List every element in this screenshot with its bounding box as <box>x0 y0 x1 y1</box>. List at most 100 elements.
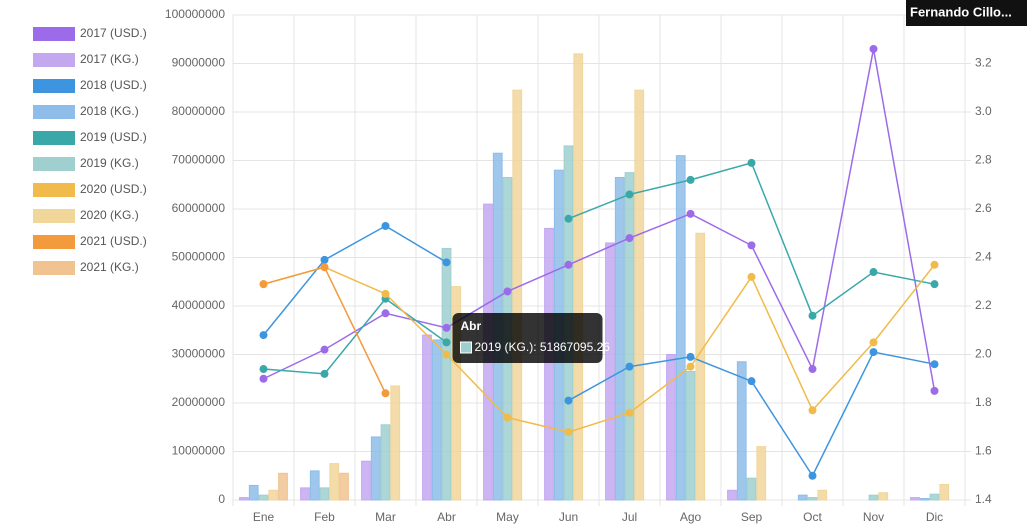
x-tick-label: Abr <box>437 510 456 524</box>
bar <box>431 339 442 501</box>
point <box>320 255 329 264</box>
bar <box>624 172 635 501</box>
y-tick-label: 50000000 <box>172 250 226 264</box>
point <box>442 350 451 359</box>
y-tick-label: 30000000 <box>172 347 226 361</box>
bar <box>422 334 432 501</box>
point <box>686 209 695 218</box>
tooltip-title: Abr <box>461 319 482 333</box>
x-tick-label: Feb <box>314 510 335 524</box>
point <box>930 280 939 289</box>
point <box>381 289 390 298</box>
legend-label: 2021 (KG.) <box>80 260 139 274</box>
bar <box>441 247 452 501</box>
point <box>625 408 634 417</box>
bar <box>361 460 371 501</box>
bar <box>666 354 676 501</box>
x-tick-label: Jun <box>559 510 578 524</box>
bar <box>268 489 279 501</box>
y-tick-label: 70000000 <box>172 153 226 167</box>
bar <box>329 463 340 501</box>
x-tick-label: Ago <box>680 510 702 524</box>
tooltip-label: 2019 (KG.): 51867095.26 <box>475 340 611 354</box>
bar <box>878 492 889 501</box>
legend-swatch <box>33 131 75 145</box>
x-tick-label: Nov <box>863 510 884 524</box>
point <box>686 175 695 184</box>
y2-tick-label: 1.8 <box>975 395 992 409</box>
point <box>381 221 390 230</box>
y2-tick-label: 2.0 <box>975 347 992 361</box>
y2-tick-label: 2.4 <box>975 250 992 264</box>
y2-tick-label: 1.4 <box>975 492 992 506</box>
bar <box>319 487 330 501</box>
y-tick-label: 40000000 <box>172 298 226 312</box>
bar <box>380 424 391 501</box>
bar <box>370 436 381 501</box>
legend-label: 2018 (KG.) <box>80 104 139 118</box>
tooltip-box <box>452 313 603 363</box>
y-tick-label: 10000000 <box>172 444 226 458</box>
point <box>381 389 390 398</box>
x-tick-label: Sep <box>741 510 763 524</box>
point <box>625 362 634 371</box>
bar <box>797 494 808 501</box>
point <box>625 190 634 199</box>
bar <box>300 487 310 501</box>
bar <box>746 477 757 501</box>
point <box>442 338 451 347</box>
point <box>930 360 939 369</box>
point <box>747 377 756 386</box>
legend-swatch <box>33 53 75 67</box>
point <box>442 323 451 332</box>
bar <box>339 472 349 501</box>
y-tick-label: 80000000 <box>172 104 226 118</box>
legend-label: 2020 (KG.) <box>80 208 139 222</box>
point <box>869 44 878 53</box>
legend-swatch <box>33 79 75 93</box>
y2-tick-label: 3.2 <box>975 56 992 70</box>
bar <box>919 498 930 501</box>
point <box>808 406 817 415</box>
bar <box>685 370 696 501</box>
legend-swatch <box>33 27 75 41</box>
point <box>442 258 451 267</box>
point <box>930 386 939 395</box>
tooltip-swatch <box>460 341 472 354</box>
point <box>564 428 573 437</box>
y2-tick-label: 2.6 <box>975 201 992 215</box>
bar <box>309 470 320 501</box>
bar <box>258 494 269 501</box>
point <box>869 348 878 357</box>
bar <box>736 361 747 501</box>
y-tick-label: 100000000 <box>165 7 225 21</box>
bar <box>868 494 879 501</box>
point <box>808 311 817 320</box>
y2-tick-label: 3.0 <box>975 104 992 118</box>
bar <box>544 227 554 501</box>
bar <box>929 493 940 501</box>
bar <box>248 484 259 501</box>
legend-swatch <box>33 261 75 275</box>
bar <box>512 89 523 501</box>
point <box>259 331 268 340</box>
bar <box>573 53 584 501</box>
point <box>930 260 939 269</box>
point <box>320 345 329 354</box>
line <box>263 264 936 433</box>
legend-swatch <box>33 105 75 119</box>
bar <box>817 489 828 501</box>
point <box>320 369 329 378</box>
point <box>808 365 817 374</box>
point <box>686 352 695 361</box>
user-tag <box>906 0 1027 26</box>
x-tick-label: Dic <box>926 510 943 524</box>
point <box>320 263 329 272</box>
bar <box>634 89 645 501</box>
point <box>747 272 756 281</box>
line <box>262 225 447 336</box>
point <box>564 396 573 405</box>
point <box>381 309 390 318</box>
bar <box>727 489 737 501</box>
point <box>625 234 634 243</box>
